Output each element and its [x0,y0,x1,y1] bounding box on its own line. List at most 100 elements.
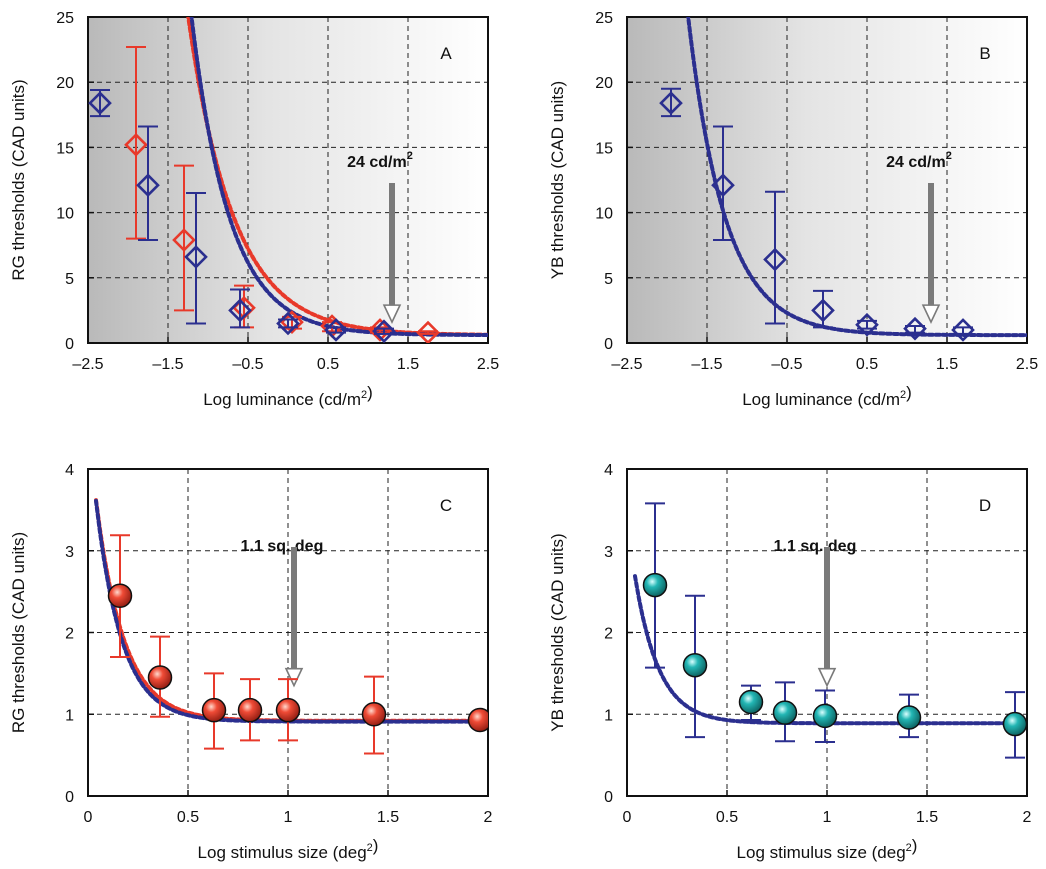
panel-letter: A [440,44,452,63]
data-point-diamond [416,320,440,343]
y-axis-label: YB thresholds (CAD units) [548,533,567,731]
y-tick-label: 0 [604,789,613,806]
x-tick-label: 0 [84,809,93,826]
panel-a: –2.5 –1.5 –0.5 0.5 1.5 2.5 0 5 10 15 20 25 Log lumin… [9,10,499,409]
x-tick-label: 2.5 [477,356,499,373]
x-axis-label: Log luminance (cd/m2) [742,383,912,409]
y-tick-label: 25 [56,10,74,27]
x-tick-label: 0.5 [856,356,878,373]
annotation-arrow-shaft [291,547,297,670]
data-point-sphere [107,583,133,608]
plot-area [94,498,488,755]
y-tick-label: 10 [595,206,613,223]
x-axis-label: Log stimulus size (deg2) [737,836,918,862]
x-axis-label: Log luminance (cd/m2) [203,383,373,409]
x-axis-label-part: Log stimulus size (deg [737,843,906,862]
data-point-sphere [738,689,764,715]
y-tick-label: 3 [65,544,74,561]
data-point-sphere [467,707,488,733]
y-tick-label: 0 [65,336,74,353]
plot-background [88,17,488,343]
plot-background [627,17,1027,343]
plot-area [659,17,1027,342]
annotation-arrow-shaft [389,183,395,307]
x-axis-label-part: Log luminance (cd/m [203,390,361,409]
data-point-sphere [201,697,227,723]
y-tick-label: 1 [65,707,74,724]
x-tick-label: –0.5 [232,356,263,373]
x-axis-label-superscript: 2 [361,389,367,401]
data-point-diamond [172,228,196,252]
annotation: 24 cd/m2 [347,150,413,325]
annotation-arrow-head [921,304,941,325]
data-point-diamond [763,247,787,272]
x-axis-label: Log stimulus size (deg2) [198,836,379,862]
data-point-diamond [811,298,835,323]
annotation-arrow-shaft [824,547,830,670]
data-point-diamond [903,316,927,341]
x-tick-label: 1.5 [377,809,399,826]
x-tick-label: 0 [623,809,632,826]
annotation-arrow-head [382,304,402,325]
x-tick-label: 1.5 [936,356,958,373]
y-axis-label-part: RG thresholds (CAD units) [9,79,28,280]
data-point-sphere [642,572,668,598]
data-point-sphere [682,652,708,678]
x-tick-label: 0.5 [177,809,199,826]
y-axis-label-part: YB thresholds (CAD units) [548,81,567,279]
plot-frame [626,16,1028,344]
x-axis-label-superscript: 2 [367,842,373,854]
data-point-sphere [275,697,301,723]
x-axis-label-part: Log stimulus size (deg [198,843,367,862]
y-tick-label: 4 [65,462,74,479]
panel-letter: B [979,44,990,63]
x-tick-label: 1.5 [397,356,419,373]
annotation-superscript: 2 [407,150,413,162]
y-tick-label: 15 [595,140,613,157]
x-tick-label: –1.5 [152,356,183,373]
y-axis-label: RG thresholds (CAD units) [9,79,28,280]
annotation-superscript: 2 [946,150,952,162]
y-tick-label: 2 [604,626,613,643]
data-point-diamond [88,91,112,115]
y-tick-label: 20 [595,75,613,92]
data-point-sphere [237,697,263,723]
y-tick-label: 4 [604,462,613,479]
y-tick-label: 0 [65,789,74,806]
panel-b: –2.5 –1.5 –0.5 0.5 1.5 2.5 0 5 10 15 20 25 Log lumin… [548,10,1038,409]
data-point-diamond [184,245,208,269]
x-tick-label: 1 [823,809,832,826]
x-tick-label: 2 [484,809,493,826]
annotation-label: 1.1 sq. deg [774,538,857,555]
y-tick-label: 20 [56,75,74,92]
x-tick-label: 1 [284,809,293,826]
data-point-diamond [124,132,148,157]
y-axis-label-part: YB thresholds (CAD units) [548,533,567,731]
x-axis-label-part: ) [906,383,912,402]
x-axis-label-superscript: 2 [900,389,906,401]
x-tick-label: –1.5 [691,356,722,373]
y-tick-label: 5 [604,271,613,288]
y-axis-label: RG thresholds (CAD units) [9,532,28,733]
y-axis-label-part: RG thresholds (CAD units) [9,532,28,733]
data-point-diamond [659,91,683,115]
x-tick-label: –2.5 [611,356,642,373]
annotation-label: 1.1 sq. deg [241,538,324,555]
x-tick-label: 0.5 [317,356,339,373]
y-tick-label: 1 [604,707,613,724]
y-tick-label: 10 [56,206,74,223]
data-point-diamond [855,312,879,337]
data-point-diamond [324,318,348,342]
annotation-arrow-head [284,667,304,688]
annotation-arrow-head [817,667,837,688]
plot-area [633,502,1027,759]
annotation: 1.1 sq. deg [774,538,857,688]
x-tick-label: –2.5 [72,356,103,373]
x-axis-label-superscript: 2 [906,842,912,854]
x-axis-label-part: ) [367,383,373,402]
annotation-arrow-shaft [928,183,934,307]
y-tick-label: 5 [65,271,74,288]
